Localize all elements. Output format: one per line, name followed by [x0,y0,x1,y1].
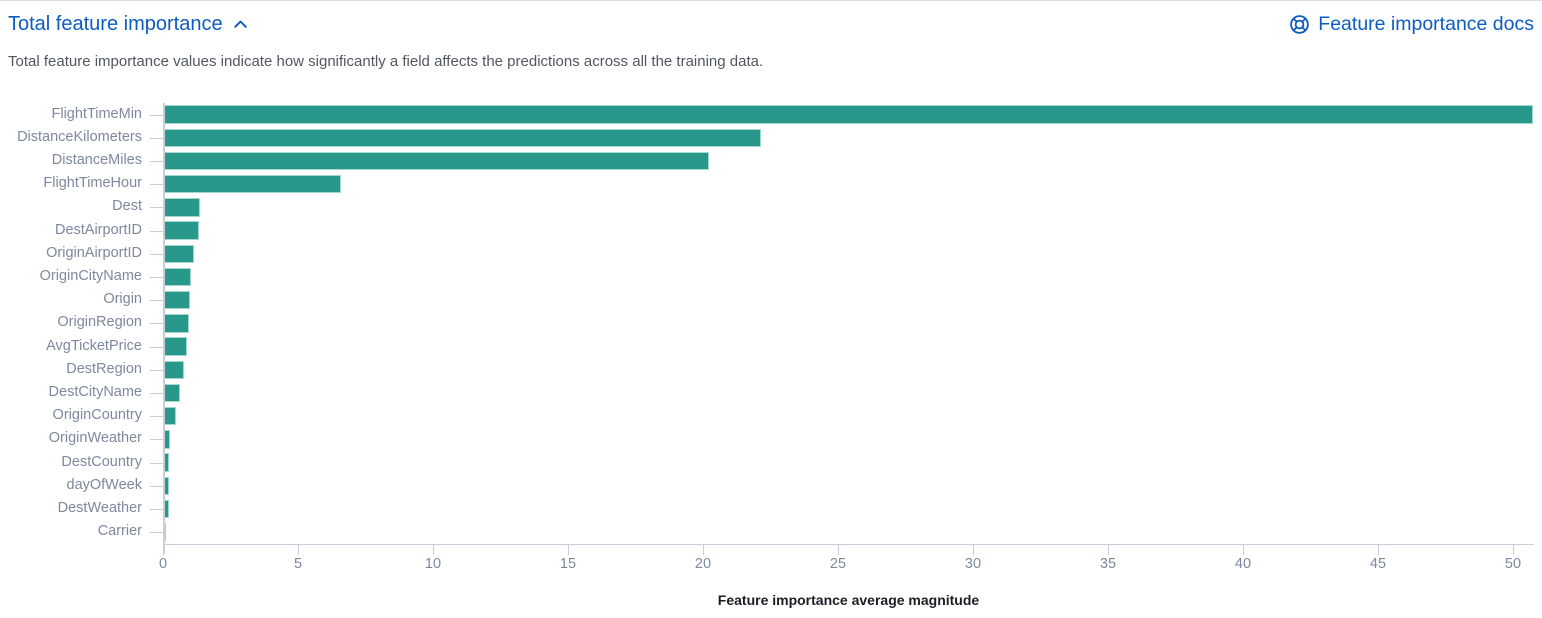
y-axis-tick [150,253,163,255]
feature-importance-bar [164,522,166,542]
x-axis-tick-label: 20 [694,556,712,572]
y-axis-label: Dest [112,198,142,215]
x-axis-tick-label: 40 [1234,556,1252,572]
y-axis-tick [150,230,163,232]
y-axis-tick [150,346,163,348]
x-axis-tick-label: 30 [964,556,982,572]
feature-importance-bar [164,430,170,449]
feature-importance-bar [164,267,191,287]
y-axis-line [163,103,165,554]
feature-importance-bar [164,174,341,194]
feature-importance-chart: Feature importance average magnitude Fli… [0,96,1542,618]
y-axis-tick [150,207,163,209]
feature-importance-docs-link[interactable]: Feature importance docs [1289,13,1534,36]
y-axis-tick [150,485,163,487]
feature-importance-bar [164,314,190,333]
feature-importance-bar [164,244,194,264]
y-axis-label: OriginRegion [57,314,142,331]
y-axis-label: DestWeather [57,500,142,516]
feature-importance-bar [164,290,190,310]
y-axis-label: OriginCountry [52,407,142,424]
y-axis-tick [150,184,163,186]
x-axis-title: Feature importance average magnitude [717,592,980,608]
x-axis-tick [1513,545,1514,555]
chevron-up-icon [232,16,249,33]
x-axis-tick [298,545,299,555]
x-axis-tick-label: 15 [559,556,577,572]
y-axis-label: DestAirportID [54,221,142,238]
y-axis-tick [150,300,163,302]
feature-importance-bar [164,453,170,472]
x-axis-tick [1243,545,1244,555]
feature-importance-bar [164,221,200,240]
x-axis-tick-label: 10 [424,556,442,572]
y-axis-tick [150,439,163,441]
section-title: Total feature importance [8,13,223,35]
y-axis-tick [150,393,163,394]
y-axis-label: DestRegion [66,360,142,377]
section-toggle-link[interactable]: Total feature importance [8,13,249,36]
y-axis-tick [150,509,163,510]
y-axis-tick [150,532,163,534]
y-axis-tick [150,161,163,162]
y-axis-label: OriginAirportID [46,244,142,261]
y-axis-label: AvgTicketPrice [46,337,142,354]
x-axis-tick [568,545,569,555]
feature-importance-bar [164,499,169,519]
y-axis-tick [150,114,163,116]
x-axis-tick [1108,545,1109,555]
feature-importance-bar [164,406,176,426]
x-axis-tick-label: 35 [1099,556,1117,572]
y-axis-label: DestCityName [48,384,142,400]
x-axis-tick [163,545,164,555]
x-axis-tick [703,545,704,555]
y-axis-label: Origin [103,291,142,308]
x-axis-line [163,544,1534,545]
y-axis-label: Carrier [97,523,142,540]
x-axis-tick [973,545,974,555]
feature-importance-bar [164,360,184,380]
feature-importance-bar [164,105,1533,124]
feature-importance-bar [164,476,170,496]
x-axis-tick-label: 25 [829,556,847,572]
y-axis-tick [150,369,163,371]
x-axis-tick-label: 50 [1504,556,1522,572]
y-axis-tick [150,462,163,464]
x-axis-tick [838,545,839,555]
y-axis-label: DistanceMiles [51,152,142,168]
y-axis-tick [150,137,163,139]
lifebuoy-icon [1289,14,1310,35]
x-axis-tick-label: 5 [293,556,303,572]
feature-importance-bar [164,383,181,403]
section-header: Total feature importance Feature importa… [8,13,1534,36]
docs-link-label: Feature importance docs [1318,13,1534,35]
y-axis-tick [150,323,163,325]
y-axis-label: FlightTimeHour [43,175,142,192]
y-axis-label: DistanceKilometers [17,128,142,145]
feature-importance-bar [164,151,710,171]
y-axis-label: OriginCityName [39,268,142,284]
feature-importance-bar [164,128,761,148]
y-axis-label: OriginWeather [48,430,142,447]
x-axis-tick [1378,545,1379,555]
x-axis-tick [433,545,434,555]
feature-importance-bar [164,198,200,217]
x-axis-tick-label: 45 [1369,556,1387,572]
y-axis-tick [150,416,163,418]
y-axis-label: FlightTimeMin [51,105,142,122]
x-axis-tick-label: 0 [158,556,168,572]
y-axis-label: dayOfWeek [66,476,143,493]
section-description: Total feature importance values indicate… [8,53,764,70]
feature-importance-bar [164,337,188,356]
y-axis-label: DestCountry [61,453,142,470]
y-axis-tick [150,277,163,278]
